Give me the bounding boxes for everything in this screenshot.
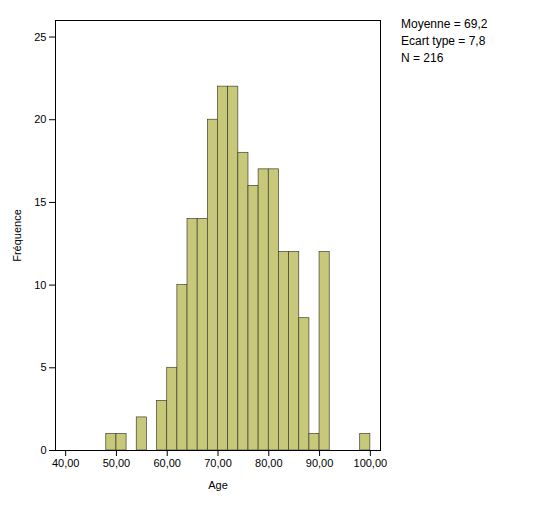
svg-text:40,00: 40,00 <box>52 457 80 469</box>
html-text:Ecart type = 7,8: Ecart type = 7,8 <box>401 33 486 48</box>
svg-text:Age: Age <box>208 479 228 491</box>
svg-text:25: 25 <box>34 31 46 43</box>
svg-text:20: 20 <box>34 113 46 125</box>
svg-text:5: 5 <box>40 361 46 373</box>
svg-text:90,00: 90,00 <box>306 457 334 469</box>
svg-text:0: 0 <box>40 444 46 456</box>
svg-text:70,00: 70,00 <box>204 457 232 469</box>
svg-text:Fréquence: Fréquence <box>11 209 23 262</box>
svg-text:15: 15 <box>34 196 46 208</box>
svg-text:50,00: 50,00 <box>103 457 131 469</box>
svg-text:10: 10 <box>34 279 46 291</box>
html-text:N = 216: N = 216 <box>401 50 444 65</box>
html-text:Moyenne = 69,2: Moyenne = 69,2 <box>401 17 488 31</box>
svg-text:60,00: 60,00 <box>153 457 181 469</box>
svg-text:80,00: 80,00 <box>255 457 283 469</box>
svg-text:100,00: 100,00 <box>354 457 388 469</box>
